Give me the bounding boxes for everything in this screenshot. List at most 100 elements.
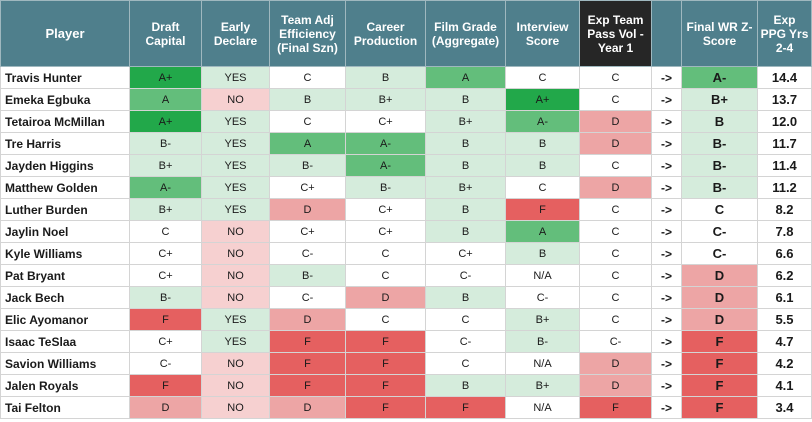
arrow-cell: -> [651,396,682,419]
draft-capital-cell: C [129,220,202,243]
interview-score-cell: A [505,220,580,243]
exp-ppg-cell: 11.4 [757,154,812,177]
team-adj-efficiency-cell: C [269,66,346,89]
arrow-cell: -> [651,308,682,331]
draft-capital-cell: A- [129,176,202,199]
film-grade-cell: C- [425,330,506,353]
interview-score-cell: B [505,154,580,177]
final-wr-z-score-cell: B- [681,132,758,155]
final-wr-z-score-cell: C [681,198,758,221]
career-production-cell: B- [345,176,426,199]
interview-score-cell: F [505,198,580,221]
header-player: Player [0,0,130,67]
arrow-cell: -> [651,110,682,133]
career-production-cell: F [345,352,426,375]
exp-team-pass-vol-cell: D [579,176,652,199]
team-adj-efficiency-cell: D [269,308,346,331]
arrow-cell: -> [651,264,682,287]
header-interview-score: Interview Score [505,0,580,67]
table-row: Tre Harris B- YES A A- B B D -> B- 11.7 [0,132,812,155]
exp-ppg-cell: 4.7 [757,330,812,353]
interview-score-cell: B [505,132,580,155]
exp-team-pass-vol-cell: D [579,132,652,155]
career-production-cell: C [345,264,426,287]
final-wr-z-score-cell: F [681,330,758,353]
early-declare-cell: YES [201,308,270,331]
exp-ppg-cell: 6.1 [757,286,812,309]
header-exp-team-pass-vol: Exp Team Pass Vol - Year 1 [579,0,652,67]
exp-team-pass-vol-cell: C [579,198,652,221]
draft-capital-cell: A+ [129,110,202,133]
final-wr-z-score-cell: C- [681,220,758,243]
exp-team-pass-vol-cell: C [579,154,652,177]
exp-team-pass-vol-cell: C [579,220,652,243]
early-declare-cell: YES [201,176,270,199]
player-name-cell: Jaylin Noel [0,220,130,243]
interview-score-cell: B- [505,330,580,353]
draft-capital-cell: C+ [129,242,202,265]
career-production-cell: D [345,286,426,309]
header-row: Player Draft Capital Early Declare Team … [0,0,812,67]
draft-capital-cell: C+ [129,330,202,353]
early-declare-cell: YES [201,330,270,353]
interview-score-cell: C- [505,286,580,309]
draft-capital-cell: F [129,374,202,397]
team-adj-efficiency-cell: C- [269,242,346,265]
player-name-cell: Tai Felton [0,396,130,419]
film-grade-cell: C- [425,264,506,287]
exp-ppg-cell: 11.2 [757,176,812,199]
draft-capital-cell: C+ [129,264,202,287]
draft-capital-cell: B- [129,132,202,155]
early-declare-cell: NO [201,352,270,375]
interview-score-cell: B [505,242,580,265]
early-declare-cell: NO [201,286,270,309]
table-row: Jack Bech B- NO C- D B C- C -> D 6.1 [0,286,812,309]
exp-ppg-cell: 3.4 [757,396,812,419]
early-declare-cell: NO [201,220,270,243]
table-row: Isaac TeSlaa C+ YES F F C- B- C- -> F 4.7 [0,330,812,353]
player-name-cell: Travis Hunter [0,66,130,89]
team-adj-efficiency-cell: D [269,198,346,221]
early-declare-cell: NO [201,396,270,419]
career-production-cell: C+ [345,198,426,221]
final-wr-z-score-cell: A- [681,66,758,89]
interview-score-cell: N/A [505,264,580,287]
team-adj-efficiency-cell: F [269,330,346,353]
draft-capital-cell: B+ [129,198,202,221]
header-draft-capital: Draft Capital [129,0,202,67]
team-adj-efficiency-cell: F [269,374,346,397]
final-wr-z-score-cell: F [681,352,758,375]
final-wr-z-score-cell: B- [681,176,758,199]
table-row: Tetairoa McMillan A+ YES C C+ B+ A- D -> B 12.0 [0,110,812,133]
interview-score-cell: A- [505,110,580,133]
header-career-production: Career Production [345,0,426,67]
arrow-cell: -> [651,220,682,243]
exp-team-pass-vol-cell: D [579,352,652,375]
career-production-cell: F [345,396,426,419]
table-row: Jaylin Noel C NO C+ C+ B A C -> C- 7.8 [0,220,812,243]
film-grade-cell: B [425,132,506,155]
film-grade-cell: B [425,198,506,221]
exp-ppg-cell: 6.6 [757,242,812,265]
interview-score-cell: N/A [505,352,580,375]
header-exp-ppg: Exp PPG Yrs 2-4 [757,0,812,67]
table-row: Matthew Golden A- YES C+ B- B+ C D -> B- 11.2 [0,176,812,199]
early-declare-cell: NO [201,242,270,265]
player-name-cell: Isaac TeSlaa [0,330,130,353]
table-row: Jayden Higgins B+ YES B- A- B B C -> B- 11.4 [0,154,812,177]
exp-ppg-cell: 12.0 [757,110,812,133]
player-name-cell: Emeka Egbuka [0,88,130,111]
career-production-cell: B+ [345,88,426,111]
exp-ppg-cell: 11.7 [757,132,812,155]
exp-ppg-cell: 14.4 [757,66,812,89]
arrow-cell: -> [651,286,682,309]
early-declare-cell: YES [201,66,270,89]
table-row: Tai Felton D NO D F F N/A F -> F 3.4 [0,396,812,419]
career-production-cell: B [345,66,426,89]
interview-score-cell: N/A [505,396,580,419]
career-production-cell: C+ [345,110,426,133]
team-adj-efficiency-cell: D [269,396,346,419]
exp-team-pass-vol-cell: C [579,88,652,111]
exp-team-pass-vol-cell: C [579,242,652,265]
table-row: Kyle Williams C+ NO C- C C+ B C -> C- 6.6 [0,242,812,265]
